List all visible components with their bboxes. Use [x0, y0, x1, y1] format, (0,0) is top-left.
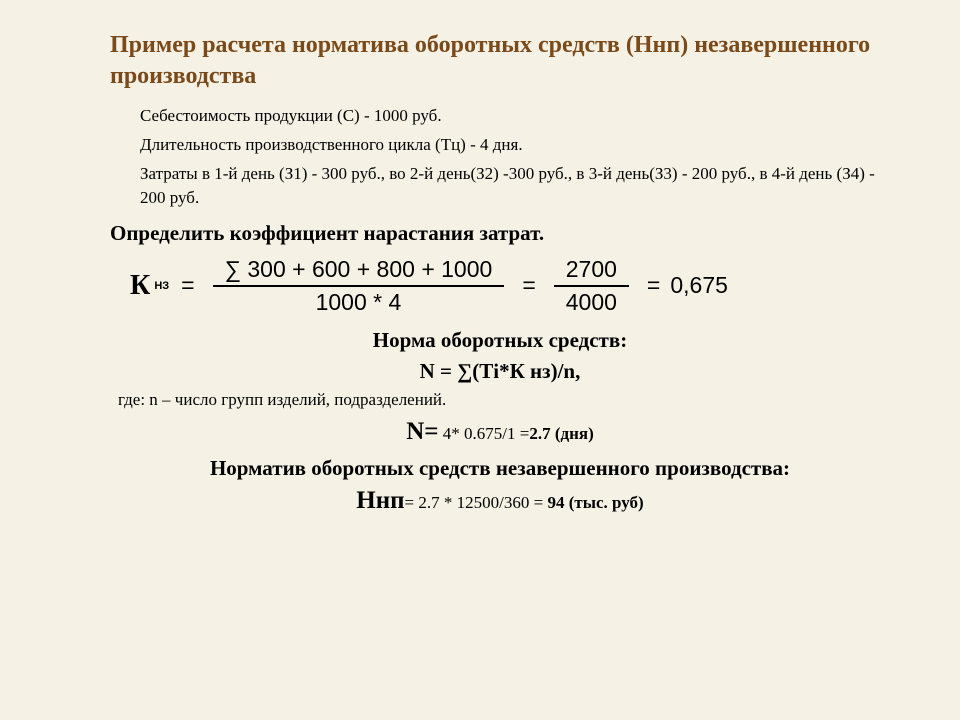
numerator-1: ∑ 300 + 600 + 800 + 1000 — [213, 254, 505, 287]
formula-symbol: К — [130, 270, 150, 302]
formula-knz: КНЗ = ∑ 300 + 600 + 800 + 1000 1000 * 4 … — [130, 254, 890, 318]
n-body: 4* 0.675/1 = — [439, 424, 530, 443]
denominator-2: 4000 — [554, 287, 629, 318]
equals-2: = — [522, 272, 535, 299]
task-heading: Определить коэффициент нарастания затрат… — [110, 221, 890, 246]
given-line-2: Длительность производственного цикла (Тц… — [110, 133, 890, 158]
normativ-heading: Норматив оборотных средств незавершенног… — [110, 456, 890, 481]
nnp-body: = 2.7 * 12500/360 = — [405, 493, 548, 512]
norma-note: где: n – число групп изделий, подразделе… — [118, 390, 890, 410]
fraction-2: 2700 4000 — [554, 254, 629, 318]
n-symbol: N= — [406, 418, 438, 445]
norma-heading: Норма оборотных средств: — [110, 328, 890, 353]
slide-title: Пример расчета норматива оборотных средс… — [110, 30, 890, 92]
fraction-1: ∑ 300 + 600 + 800 + 1000 1000 * 4 — [213, 254, 505, 318]
formula-result: 0,675 — [670, 272, 728, 299]
nnp-result: 94 (тыс. руб) — [547, 493, 643, 512]
denominator-1: 1000 * 4 — [304, 287, 414, 318]
n-calculation: N= 4* 0.675/1 =2.7 (дня) — [110, 418, 890, 446]
norma-formula: N = ∑(Тi*К нз)/n, — [110, 359, 890, 384]
formula-subscript: НЗ — [154, 280, 169, 292]
nnp-calculation: Ннп= 2.7 * 12500/360 = 94 (тыс. руб) — [110, 487, 890, 515]
nnp-symbol: Ннп — [356, 487, 404, 514]
numerator-2: 2700 — [554, 254, 629, 287]
given-line-1: Себестоимость продукции (С) - 1000 руб. — [110, 104, 890, 129]
n-result: 2.7 (дня) — [529, 424, 593, 443]
equals-1: = — [181, 272, 194, 299]
equals-3: = — [647, 272, 660, 299]
given-line-3: Затраты в 1-й день (З1) - 300 руб., во 2… — [110, 162, 890, 211]
